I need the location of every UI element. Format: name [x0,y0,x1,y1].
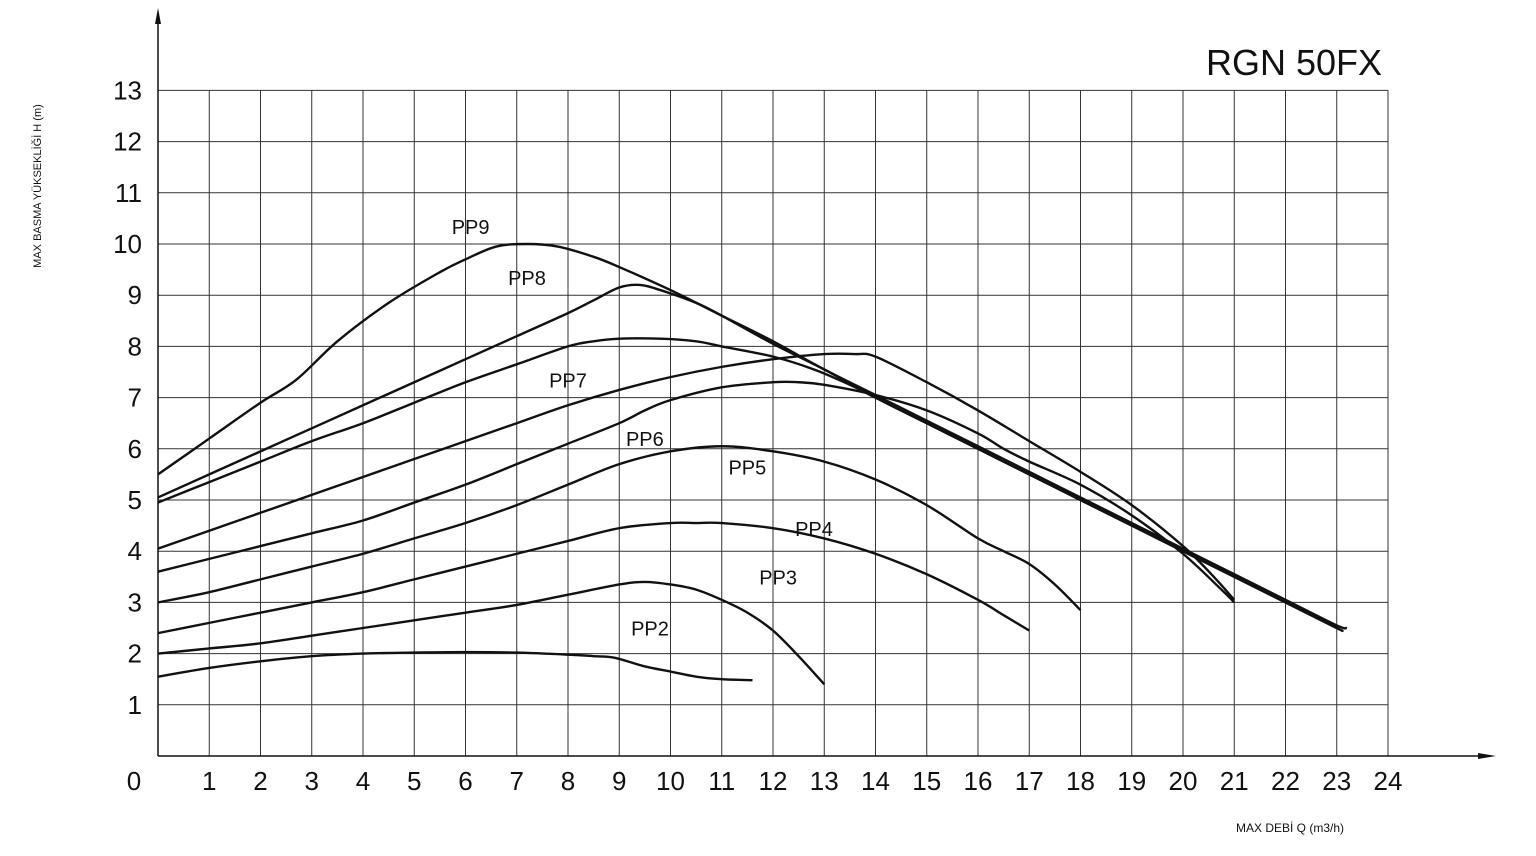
x-tick-label: 2 [253,766,267,796]
series-label: PP3 [759,567,797,589]
series-label: PP9 [452,217,490,239]
y-axis-label: MAX BASMA YÜKSEKLİĞİ H (m) [32,104,44,268]
x-tick-label: 3 [305,766,319,796]
y-tick-label: 11 [115,178,142,208]
x-tick-label: 13 [810,766,839,796]
y-tick-label: 9 [128,280,142,310]
tick-labels: 0 1 2 3 4 5 6 7 8 9 10 11 12 13 14 15 16 17 18 19 20 21 22 23 24… [113,75,1402,796]
x-tick-label: 23 [1322,766,1351,796]
x-tick-label: 14 [861,766,890,796]
x-tick-label: 24 [1374,766,1403,796]
x-tick-label: 15 [912,766,941,796]
x-tick-label: 22 [1271,766,1300,796]
x-tick-label: 6 [458,766,472,796]
y-tick-label: 7 [128,383,142,413]
x-tick-label: 8 [561,766,575,796]
y-tick-label: 13 [113,75,142,105]
x-tick-label: 9 [612,766,626,796]
x-tick-label: 17 [1015,766,1044,796]
x-tick-label: 10 [656,766,685,796]
x-tick-label: 5 [407,766,421,796]
series-line-pp7 [157,337,1338,630]
y-tick-label: 2 [128,639,142,669]
x-tick-label: 16 [964,766,993,796]
x-tick-label: 4 [356,766,370,796]
x-tick-label: 12 [759,766,788,796]
x-axis-arrow [1478,753,1496,759]
x-tick-label: 0 [127,766,141,796]
axes [155,8,1496,759]
x-tick-label: 1 [202,766,216,796]
y-tick-label: 10 [113,229,142,259]
series-line-pp6 [157,352,1236,601]
series-label: PP5 [728,457,766,479]
y-tick-label: 5 [128,485,142,515]
grid [158,89,1389,756]
series-line-unlabeled [157,650,753,682]
chart-title: RGN 50FX [1206,42,1383,83]
series-label: PP4 [795,519,833,541]
x-tick-label: 7 [510,766,524,796]
x-tick-label: 21 [1220,766,1249,796]
x-tick-label: 11 [708,766,735,796]
series-label: PP7 [549,370,587,392]
y-axis-arrow [155,8,161,24]
series-label: PP2 [631,619,669,641]
series-line-pp3 [157,521,1030,635]
series-line-pp9 [157,242,1348,630]
y-tick-label: 8 [128,331,142,361]
series-label: PP8 [508,268,546,290]
series-label: PP6 [626,429,664,451]
series-line-pp2 [157,580,826,686]
series-line-pp5 [157,380,1236,604]
x-tick-label: 18 [1066,766,1095,796]
y-tick-label: 3 [128,587,142,617]
y-tick-label: 1 [128,690,142,720]
series-lines [157,242,1348,686]
x-tick-label: 20 [1169,766,1198,796]
series-labels: PP9 PP8 PP7 PP6 PP5 PP4 PP3 PP2 [452,217,833,641]
y-tick-label: 12 [113,127,142,157]
x-tick-label: 19 [1117,766,1146,796]
series-line-pp4 [157,445,1082,611]
x-axis-label: MAX DEBİ Q (m3/h) [1236,821,1345,835]
y-tick-label: 4 [128,536,142,566]
y-tick-label: 6 [128,434,142,464]
